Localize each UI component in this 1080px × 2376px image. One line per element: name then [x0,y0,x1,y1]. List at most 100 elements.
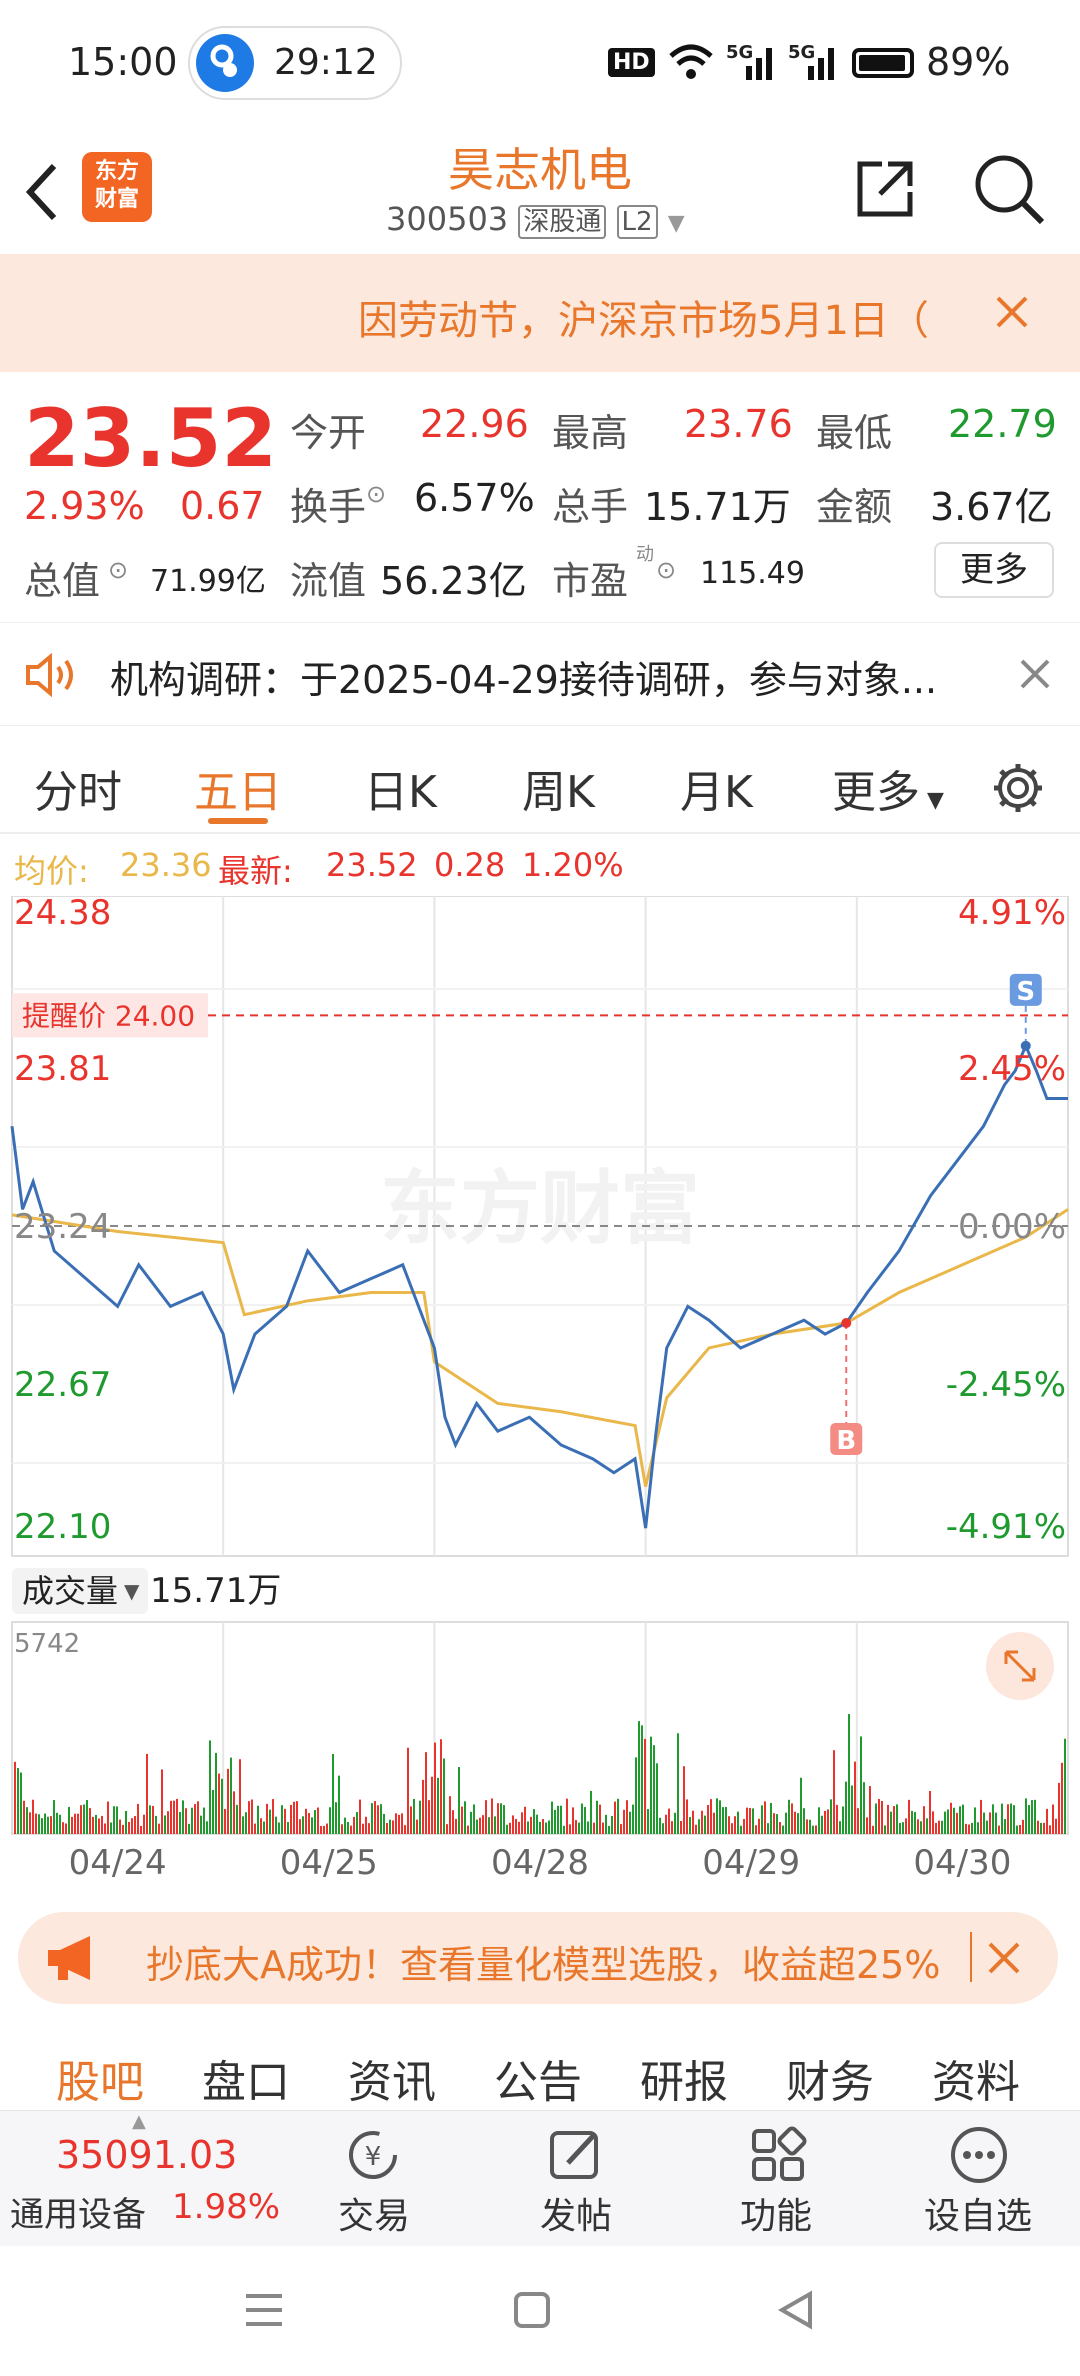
volume-bar [989,1812,991,1834]
tab-intraday[interactable]: 分时 [34,767,122,818]
volume-bar [833,1750,835,1834]
volume-bar [1046,1808,1048,1834]
close-icon[interactable] [986,1940,1022,1976]
volume-bar [902,1822,904,1834]
volume-bar [386,1823,388,1834]
volume-bar [161,1769,163,1834]
tab-profile[interactable]: 资料 [932,2057,1020,2108]
volume-bar [749,1807,751,1834]
volume-bar [485,1800,487,1834]
x-tick-label: 04/25 [280,1843,378,1883]
volume-bar [593,1822,595,1834]
volume-bar [413,1798,415,1834]
volume-bar [998,1825,1000,1834]
tab-research[interactable]: 研报 [640,2057,728,2108]
volume-bar [626,1800,628,1834]
volume-bar [641,1725,643,1834]
volume-bar [662,1823,664,1834]
settings-icon[interactable] [990,760,1046,816]
bottom-toolbar: ▲ 35091.03 通用设备 1.98% ¥ 交易 发帖 功能 设自选 [0,2110,1080,2246]
tab-announcements[interactable]: 公告 [494,2057,582,2108]
volume-bar [221,1778,223,1834]
volume-bar [929,1790,931,1834]
volume-bar [323,1825,325,1834]
volume-bar [239,1759,241,1834]
tab-weekly-k[interactable]: 周K [522,767,595,818]
brand-logo[interactable]: 东方 财富 [82,152,152,222]
tab-more[interactable]: 更多 ▼ [832,767,944,818]
holiday-notice[interactable]: 因劳动节，沪深京市场5月1日（ [0,254,1080,372]
volume-bar [941,1820,943,1834]
volume-bar [299,1819,301,1834]
volume-bar [953,1807,955,1834]
sell-marker-badge[interactable] [1009,973,1042,1006]
volume-bar [467,1825,469,1834]
volume-bar [104,1823,106,1834]
trade-button[interactable]: 交易 [338,2196,411,2237]
volume-bar [1019,1824,1021,1834]
volume-bar [95,1814,97,1834]
close-icon[interactable] [1018,657,1052,691]
tab-monthly-k[interactable]: 月K [680,767,753,818]
y-tick-right: -2.45% [946,1365,1066,1405]
volume-bar [137,1803,139,1834]
volume-bar [329,1807,331,1834]
tab-news[interactable]: 资讯 [348,2057,436,2108]
home-icon[interactable] [512,2290,552,2330]
close-icon[interactable] [994,294,1030,330]
search-icon[interactable] [972,152,1046,226]
volume-bar [680,1821,682,1834]
volume-bar [482,1815,484,1834]
promo-banner[interactable]: 抄底大A成功！查看量化模型选股，收益超25% [18,1912,1058,2004]
volume-bar [530,1816,532,1834]
volume-indicator-select[interactable] [12,1568,148,1614]
x-tick-label: 04/30 [913,1843,1011,1883]
volume-bar [944,1811,946,1834]
sector-index[interactable]: ▲ 35091.03 通用设备 1.98% [10,2111,280,2247]
volume-bar [794,1811,796,1834]
volume-bar [131,1818,133,1834]
stock-code-row[interactable]: 300503 深股通 L2 ▼ [386,200,685,239]
research-banner[interactable]: 机构调研：于2025-04-29接待调研，参与对象... [0,622,1080,726]
tab-finance[interactable]: 财务 [786,2057,874,2108]
volume-bar [83,1804,85,1834]
tab-pankou[interactable]: 盘口 [202,2057,290,2108]
post-button[interactable]: 发帖 [540,2196,613,2237]
more-button[interactable]: 更多 [934,542,1054,598]
volume-bar [212,1790,214,1834]
buy-marker-badge[interactable] [830,1423,863,1456]
market-cap-value: 71.99亿 [150,564,266,599]
volume-bar [488,1817,490,1834]
volume-bar [44,1813,46,1834]
volume-bar [560,1805,562,1834]
tab-daily-k[interactable]: 日K [364,767,437,818]
volume-bar [260,1818,262,1834]
volume-bar [263,1821,265,1834]
add-watchlist-button[interactable]: 设自选 [924,2196,1033,2237]
volume-bar [125,1810,127,1834]
info-icon[interactable]: ⊙ [366,480,387,508]
five-day-chart[interactable]: 东方财富 提醒价 24.00 24.38 4.91% 23.81 2.45% 23.24… [0,893,1080,1896]
volume-bar [545,1822,547,1834]
x-tick-label: 04/29 [702,1843,800,1883]
back-icon[interactable] [22,160,62,224]
volume-bar [908,1799,910,1834]
menu-icon[interactable] [242,2290,286,2330]
call-timer-pill[interactable]: 29:12 [188,26,402,100]
tab-guba[interactable]: 股吧 [56,2057,144,2108]
volume-bar [797,1813,799,1834]
volume-bar [857,1808,859,1834]
volume-bar [725,1806,727,1834]
tab-five-day[interactable]: 五日 [194,767,282,818]
back-nav-icon[interactable] [776,2290,816,2330]
info-icon[interactable]: ⊙ [656,556,677,584]
volume-bar [911,1810,913,1834]
volume-bar [668,1808,670,1834]
change-amount: 0.67 [180,484,265,528]
share-icon[interactable] [852,156,918,222]
volume-bar [1037,1820,1039,1834]
volume-bar [62,1822,64,1834]
volume-bar [368,1823,370,1834]
info-icon[interactable]: ⊙ [108,556,129,584]
function-button[interactable]: 功能 [740,2196,813,2237]
